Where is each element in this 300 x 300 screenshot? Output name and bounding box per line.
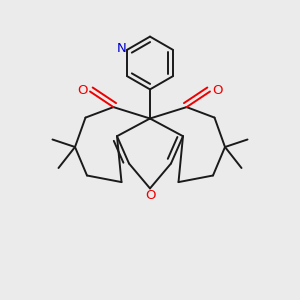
Text: O: O: [77, 84, 88, 97]
Text: O: O: [212, 84, 223, 97]
Text: O: O: [145, 189, 155, 202]
Text: N: N: [116, 42, 126, 55]
